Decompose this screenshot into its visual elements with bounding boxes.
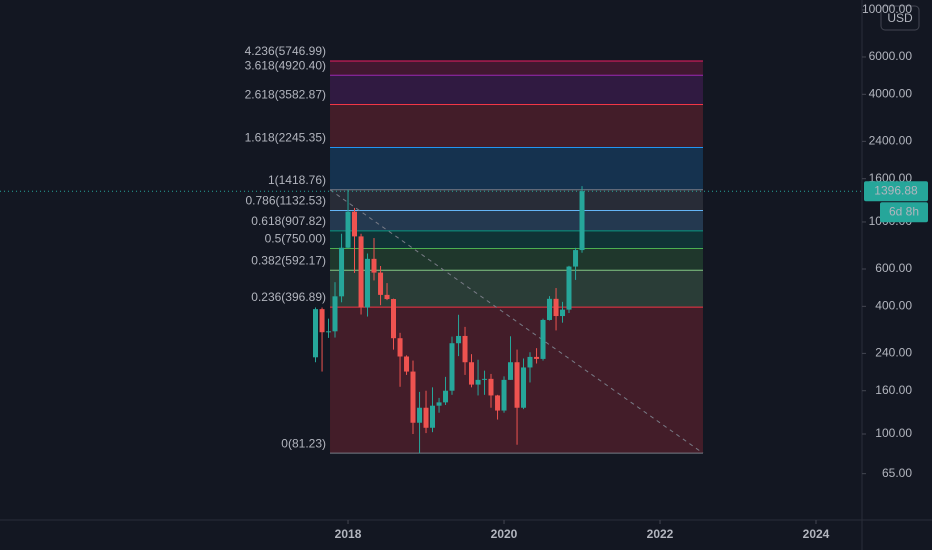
x-tick-label: 2024 (803, 527, 830, 541)
y-tick-label: 160.00 (875, 383, 912, 397)
fib-label: 0.236(396.89) (251, 290, 326, 304)
candle-body (410, 371, 416, 423)
candle-body (540, 319, 546, 359)
candle-body (482, 378, 488, 380)
candle-body (456, 335, 462, 344)
candle-body (351, 211, 357, 237)
candle-body (365, 258, 371, 308)
candle-body (514, 362, 520, 408)
candle-body (443, 390, 449, 403)
candle-body (339, 247, 345, 297)
candle-body (384, 294, 390, 300)
candle-body (449, 343, 455, 391)
fib-label: 0.618(907.82) (251, 214, 326, 228)
y-tick-label: 10000.00 (862, 2, 912, 16)
last-price-label: 1396.88 (874, 183, 918, 197)
x-tick-label: 2018 (335, 527, 362, 541)
fib-band (330, 248, 703, 271)
candle-body (521, 367, 527, 408)
fib-label: 0.382(592.17) (251, 253, 326, 267)
candle-body (546, 298, 552, 320)
candle-body (488, 378, 494, 396)
y-tick-label: 400.00 (875, 299, 912, 313)
y-tick-label: 2400.00 (869, 134, 913, 148)
countdown-tag (880, 202, 928, 223)
fib-band (330, 60, 703, 76)
fib-label: 3.618(4920.40) (245, 58, 326, 72)
fib-label: 2.618(3582.87) (245, 88, 326, 102)
fib-label: 0.5(750.00) (265, 232, 326, 246)
fib-label: 1(1418.76) (268, 173, 326, 187)
fib-label: 1.618(2245.35) (245, 131, 326, 145)
candle-body (345, 211, 351, 248)
candle-body (566, 266, 572, 310)
candle-body (423, 407, 429, 428)
candle-body (371, 258, 377, 273)
fib-label: 0.786(1132.53) (245, 194, 326, 208)
candle-body (573, 250, 579, 267)
candle-body (417, 407, 423, 423)
last-price-tag (864, 181, 928, 202)
y-tick-label: 100.00 (875, 426, 912, 440)
candle-body (507, 362, 513, 380)
y-tick-label: 6000.00 (869, 49, 913, 63)
fib-band (330, 270, 703, 308)
candle-body (429, 405, 435, 428)
currency-label: USD (887, 11, 913, 25)
x-tick-label: 2022 (647, 527, 674, 541)
candle-body (579, 191, 585, 251)
fib-label: 0(81.23) (281, 436, 326, 450)
candle-body (436, 402, 442, 406)
candle-body (560, 309, 566, 317)
candle-body (553, 298, 559, 317)
candle-body (358, 236, 364, 308)
fib-band (330, 189, 703, 211)
y-tick-label: 240.00 (875, 346, 912, 360)
candle-body (390, 299, 396, 339)
y-tick-label: 65.00 (882, 466, 912, 480)
candle-body (527, 356, 533, 368)
candle-body (468, 362, 474, 385)
candle-body (332, 296, 338, 332)
candle-body (475, 379, 481, 385)
fib-band (330, 104, 703, 148)
candle-body (378, 272, 384, 295)
candle-body (397, 338, 403, 357)
y-tick-label: 600.00 (875, 261, 912, 275)
candle-body (501, 379, 507, 411)
candle-body (495, 395, 501, 411)
fib-band (330, 147, 703, 190)
candle-body (326, 331, 332, 333)
candle-body (319, 309, 325, 333)
currency-box[interactable] (880, 5, 920, 31)
y-tick-label: 4000.00 (869, 86, 913, 100)
countdown-label: 6d 8h (889, 204, 919, 218)
fib-band (330, 210, 703, 231)
candle-body (312, 309, 318, 358)
fib-band (330, 230, 703, 249)
candle-body (534, 356, 540, 359)
fib-label: 4.236(5746.99) (245, 44, 326, 58)
x-tick-label: 2020 (491, 527, 518, 541)
candle-body (462, 335, 468, 363)
fib-band (330, 75, 703, 105)
candle-body (404, 356, 410, 372)
